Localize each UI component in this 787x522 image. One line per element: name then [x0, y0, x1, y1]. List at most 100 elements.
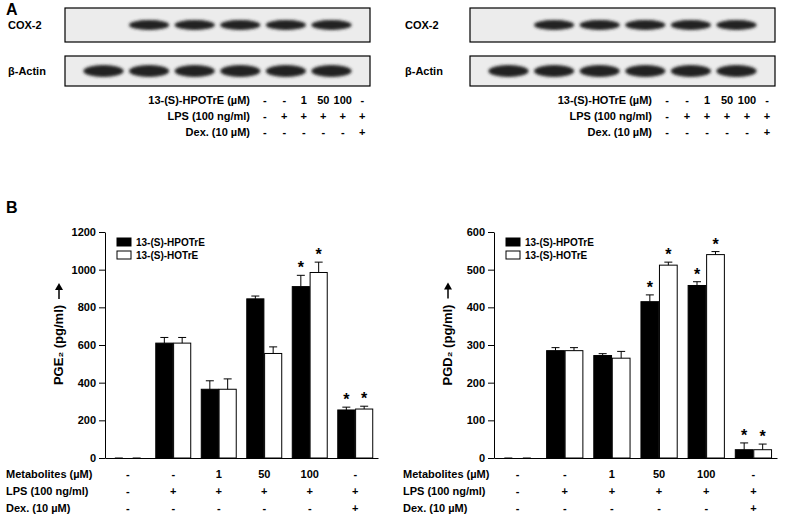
blot-band [580, 65, 620, 77]
error-cap [570, 347, 578, 348]
condition-label: LPS (100 ng/ml) [6, 485, 89, 497]
blot: COX-2β-Actin13-(S)-HPOTrE (µM)--150100-L… [8, 8, 370, 138]
error-cap [617, 351, 625, 352]
annotation: * [741, 427, 748, 444]
tick-label: 1200 [72, 226, 96, 238]
blot-band [625, 65, 665, 77]
condition-value: + [301, 110, 307, 122]
condition-value: - [685, 94, 689, 106]
blot-band [671, 65, 711, 77]
tick-mark [488, 383, 494, 384]
y-tick: 500 [467, 264, 494, 276]
tick-label: 0 [90, 452, 96, 464]
condition-value: + [656, 485, 662, 497]
tick-label: 600 [467, 226, 485, 238]
tick-mark [488, 307, 494, 308]
y-tick: 1200 [72, 226, 105, 238]
condition-label: 13-(S)-HOTrE (µM) [558, 94, 653, 106]
tick-mark [99, 383, 105, 384]
bar [310, 272, 327, 458]
tick-mark [99, 307, 105, 308]
condition-value: - [752, 468, 756, 480]
plot-area [115, 262, 373, 458]
annotation: * [712, 236, 719, 253]
condition-value: - [745, 126, 749, 138]
legend-label: 13-(S)-HOTrE [525, 250, 588, 261]
bar [174, 343, 191, 458]
panel-label: B [6, 199, 18, 216]
bar [292, 287, 309, 458]
annotation: * [647, 279, 654, 296]
blot-band [175, 65, 215, 77]
annotation: * [343, 391, 350, 408]
condition-value: 50 [258, 468, 270, 480]
condition-value: - [353, 468, 357, 480]
bar [565, 351, 583, 458]
axis-arrow-head [444, 283, 452, 290]
condition-label: 13-(S)-HPOTrE (µM) [148, 94, 250, 106]
tick-label: 400 [78, 377, 96, 389]
condition-value: + [764, 110, 770, 122]
y-tick: 100 [467, 414, 494, 426]
error-cap [133, 458, 141, 459]
tick-mark [99, 420, 105, 421]
condition-value: - [685, 126, 689, 138]
condition-value: + [684, 110, 690, 122]
tick-label: 100 [467, 414, 485, 426]
blot-row-label: COX-2 [405, 19, 439, 31]
condition-value: + [216, 485, 222, 497]
y-tick: 0 [90, 452, 105, 464]
bar [338, 410, 355, 458]
y-tick: 200 [467, 377, 494, 389]
bar [735, 450, 753, 458]
bar [594, 356, 612, 458]
condition-value: - [321, 126, 325, 138]
annotation: * [694, 266, 701, 283]
condition-value: + [609, 485, 615, 497]
condition-value: - [282, 126, 286, 138]
condition-value: 50 [721, 94, 733, 106]
legend-swatch [506, 251, 520, 259]
axis-title: PGE₂ (pg/ml) [51, 305, 66, 385]
error-cap [115, 458, 123, 459]
condition-value: + [307, 485, 313, 497]
condition-value: + [261, 485, 267, 497]
blot-row-label: COX-2 [8, 19, 42, 31]
blot-row-label: β-Actin [8, 65, 46, 77]
condition-value: - [263, 126, 267, 138]
condition-label: LPS (100 ng/ml) [167, 110, 250, 122]
bar [641, 302, 659, 458]
condition-value: + [562, 485, 568, 497]
annotation: * [298, 259, 305, 276]
blot-band [716, 20, 756, 30]
condition-value: + [352, 485, 358, 497]
error-cap [523, 458, 531, 459]
condition-value: + [744, 110, 750, 122]
condition-value: + [359, 110, 365, 122]
chart: 0100200300400500600******PGD₂ (pg/ml)13-… [403, 226, 778, 514]
condition-value: - [665, 110, 669, 122]
condition-value: - [263, 110, 267, 122]
legend-swatch [117, 251, 131, 259]
tick-mark [488, 345, 494, 346]
blot-band [129, 65, 169, 77]
blot-frame [65, 8, 370, 42]
axis-title: PGD₂ (pg/ml) [440, 305, 455, 386]
y-axis: 020040060080010001200 [72, 226, 106, 464]
error-cap [160, 337, 168, 338]
bar [219, 389, 236, 458]
condition-value: 100 [334, 94, 352, 106]
plot-area [504, 252, 771, 458]
blot-frame [470, 56, 775, 86]
blot-band [175, 20, 215, 30]
annotation: * [665, 246, 672, 263]
bar [156, 343, 173, 458]
error-cap [206, 380, 214, 381]
condition-value: - [705, 126, 709, 138]
blot-band [534, 65, 574, 77]
y-tick: 400 [467, 301, 494, 313]
axis-arrow [447, 289, 449, 299]
condition-value: + [170, 485, 176, 497]
error-cap [599, 353, 607, 354]
condition-value: - [516, 485, 520, 497]
